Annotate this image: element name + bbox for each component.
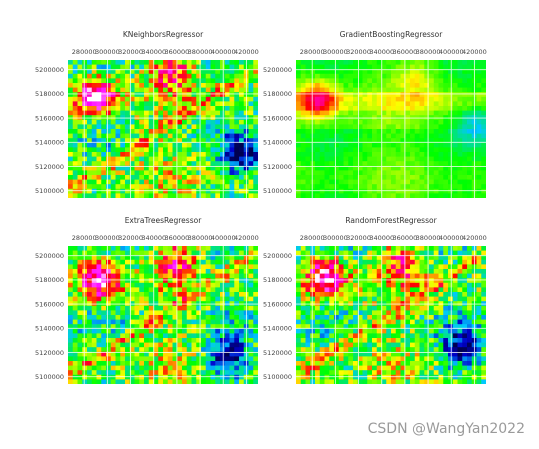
- y-tick-label: 5160000: [263, 114, 292, 122]
- x-tick-label: 320000: [346, 234, 371, 242]
- y-tick-label: 5160000: [35, 300, 64, 308]
- x-tick-label: 320000: [118, 234, 143, 242]
- grid-lines: [68, 246, 258, 384]
- y-tick-label: 5140000: [263, 325, 292, 333]
- y-tick-label: 5120000: [263, 349, 292, 357]
- y-tick-label: 5200000: [263, 252, 292, 260]
- y-tick-label: 5120000: [263, 163, 292, 171]
- x-tick-label: 340000: [369, 48, 394, 56]
- y-tick-label: 5120000: [35, 163, 64, 171]
- y-tick-label: 5100000: [35, 187, 64, 195]
- heatmap-surface: [296, 246, 486, 384]
- y-tick-label: 5140000: [35, 139, 64, 147]
- y-tick-label: 5200000: [35, 66, 64, 74]
- x-tick-label: 360000: [164, 48, 189, 56]
- x-tick-label: 320000: [118, 48, 143, 56]
- x-tick-label: 320000: [346, 48, 371, 56]
- y-tick-label: 5160000: [263, 300, 292, 308]
- y-tick-label: 5180000: [263, 276, 292, 284]
- chart-title: GradientBoostingRegressor: [340, 30, 444, 39]
- x-tick-label: 420000: [234, 48, 259, 56]
- x-tick-label: 380000: [188, 234, 213, 242]
- y-tick-label: 5100000: [35, 373, 64, 381]
- x-tick-label: 400000: [439, 234, 464, 242]
- x-tick-label: 400000: [211, 234, 236, 242]
- y-tick-label: 5120000: [35, 349, 64, 357]
- x-tick-label: 380000: [416, 234, 441, 242]
- y-tick-label: 5140000: [35, 325, 64, 333]
- chart-title: KNeighborsRegressor: [123, 30, 204, 39]
- y-tick-label: 5200000: [35, 252, 64, 260]
- chart-title: ExtraTreesRegressor: [125, 216, 203, 225]
- y-tick-label: 5200000: [263, 66, 292, 74]
- x-tick-label: 360000: [392, 234, 417, 242]
- heatmap-surface: [296, 60, 486, 198]
- y-tick-label: 5160000: [35, 114, 64, 122]
- y-tick-label: 5140000: [263, 139, 292, 147]
- x-tick-label: 420000: [462, 234, 487, 242]
- panel-gradient-boosting: GradientBoostingRegressor 280000300000320…: [263, 30, 487, 198]
- x-tick-label: 340000: [369, 234, 394, 242]
- watermark: CSDN @WangYan2022: [367, 421, 525, 437]
- x-tick-label: 400000: [439, 48, 464, 56]
- x-tick-label: 420000: [234, 234, 259, 242]
- panel-extra-trees: ExtraTreesRegressor 280000300000320000340…: [35, 216, 259, 384]
- x-tick-label: 300000: [95, 48, 120, 56]
- x-tick-label: 300000: [95, 234, 120, 242]
- x-tick-label: 360000: [164, 234, 189, 242]
- x-tick-label: 280000: [72, 48, 97, 56]
- x-tick-label: 420000: [462, 48, 487, 56]
- y-tick-label: 5180000: [35, 90, 64, 98]
- x-tick-label: 340000: [141, 48, 166, 56]
- grid-lines: [68, 60, 258, 198]
- chart-title: RandomForestRegressor: [345, 216, 437, 225]
- x-tick-label: 340000: [141, 234, 166, 242]
- x-tick-label: 300000: [323, 48, 348, 56]
- x-tick-label: 380000: [416, 48, 441, 56]
- y-tick-label: 5100000: [263, 187, 292, 195]
- x-tick-label: 380000: [188, 48, 213, 56]
- grid-lines: [296, 60, 486, 198]
- x-tick-label: 360000: [392, 48, 417, 56]
- x-tick-label: 300000: [323, 234, 348, 242]
- y-tick-label: 5180000: [35, 276, 64, 284]
- x-tick-label: 280000: [72, 234, 97, 242]
- x-tick-label: 400000: [211, 48, 236, 56]
- grid-lines: [296, 246, 486, 384]
- panel-random-forest: RandomForestRegressor2800003000003200003…: [263, 216, 487, 384]
- heatmap-surface: [68, 246, 258, 384]
- y-tick-label: 5180000: [263, 90, 292, 98]
- panel-kneighbors: KNeighborsRegressor 280000300000320000340…: [35, 30, 259, 198]
- heatmap-surface: [68, 60, 258, 198]
- x-tick-label: 280000: [300, 234, 325, 242]
- y-tick-label: 5100000: [263, 373, 292, 381]
- x-tick-label: 280000: [300, 48, 325, 56]
